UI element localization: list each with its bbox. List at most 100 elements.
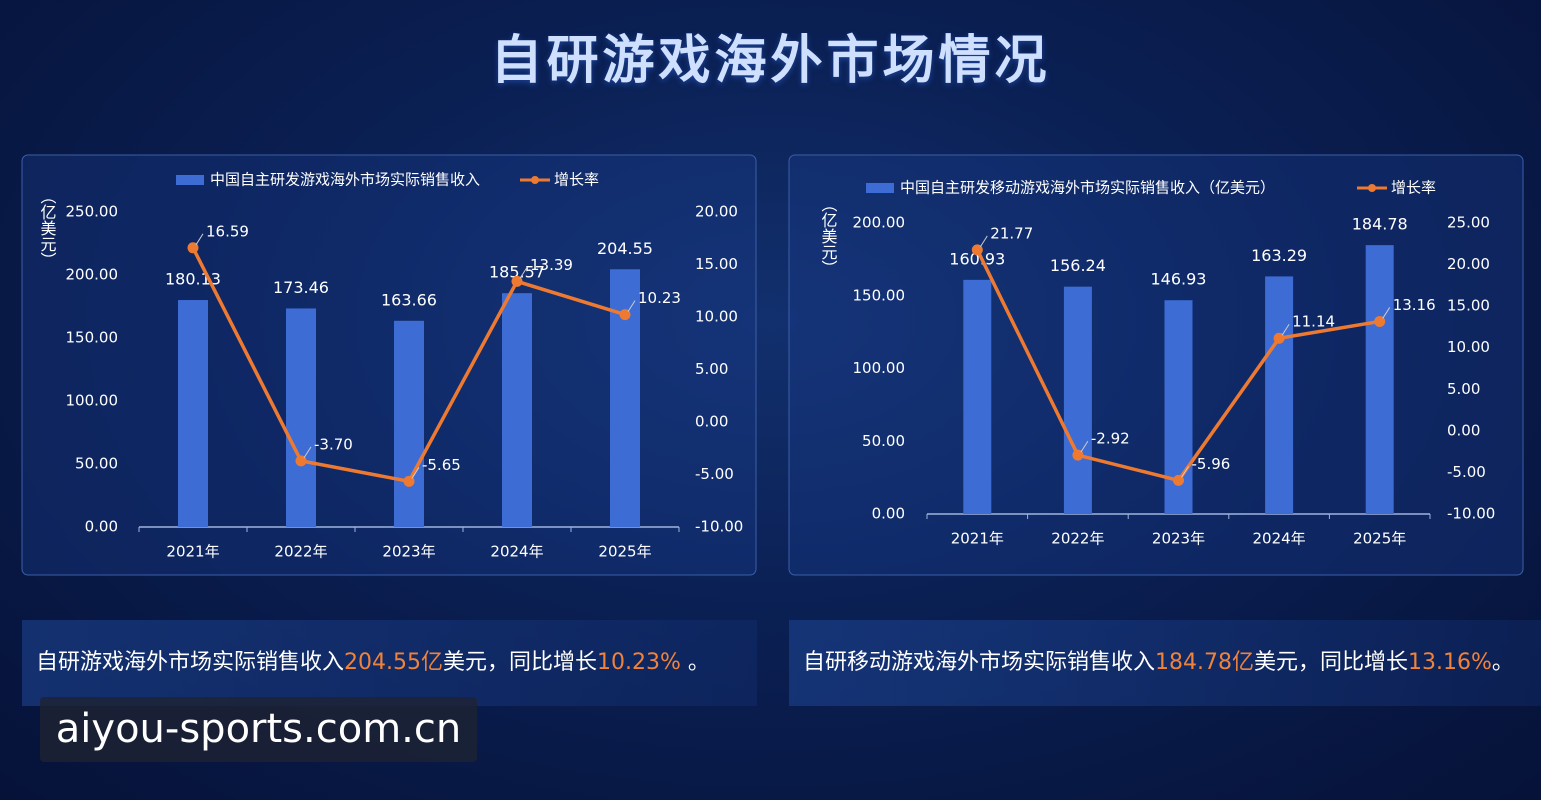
y2-tick-label: -10.00 — [1447, 505, 1495, 523]
caption-part: 184.78亿 — [1155, 650, 1254, 675]
caption-part: 。 — [680, 650, 710, 675]
y-tick-label: 0.00 — [85, 518, 118, 536]
line-value-label: -5.96 — [1192, 455, 1231, 473]
bar-value-label: 173.46 — [273, 278, 329, 297]
caption-part: 10.23% — [597, 650, 681, 675]
panel — [21, 154, 757, 576]
x-tick-label: 2021年 — [166, 543, 219, 561]
line-point — [403, 475, 415, 487]
bar — [1365, 245, 1394, 515]
bar — [502, 293, 532, 527]
line-value-label: 16.59 — [206, 222, 249, 240]
x-tick-label: 2025年 — [1353, 530, 1406, 548]
bar — [963, 279, 992, 514]
y-tick-label: 50.00 — [862, 432, 905, 450]
bar — [286, 308, 316, 527]
y2-tick-label: 10.00 — [695, 308, 738, 326]
bar — [394, 320, 424, 527]
line-point — [295, 455, 307, 467]
label-leader — [1382, 307, 1391, 319]
y-tick-label: 100.00 — [853, 359, 906, 377]
bar-value-label: 204.55 — [597, 239, 653, 258]
line-point — [1072, 449, 1084, 461]
legend-swatch — [1368, 184, 1376, 192]
page-title: 自研游戏海外市场情况 — [490, 31, 1051, 91]
legend-swatch — [531, 176, 539, 184]
y-tick-label: 100.00 — [66, 392, 119, 410]
x-tick-label: 2022年 — [1051, 530, 1104, 548]
y-axis-label: （亿美元） — [819, 196, 838, 276]
legend-swatch — [866, 183, 894, 193]
caption-part: 自研移动游戏海外市场实际销售收入 — [803, 650, 1156, 675]
y2-tick-label: -5.00 — [1447, 463, 1486, 481]
caption-part: 13.16% — [1408, 650, 1492, 675]
legend-label: 增长率 — [1391, 179, 1436, 197]
x-tick-label: 2024年 — [490, 543, 543, 561]
y2-tick-label: 10.00 — [1447, 338, 1490, 356]
y2-tick-label: 5.00 — [1447, 380, 1480, 398]
bar — [610, 269, 640, 527]
label-leader — [303, 446, 312, 459]
label-leader — [979, 235, 988, 248]
y-axis-label: （亿美元） — [38, 188, 57, 268]
caption-part: 美元，同比增长 — [443, 650, 598, 675]
caption-part: 。 — [1491, 650, 1514, 675]
caption: 自研移动游戏海外市场实际销售收入184.78亿美元，同比增长13.16%。 — [789, 620, 1541, 706]
y-tick-label: 50.00 — [75, 455, 118, 473]
legend-label: 中国自主研发游戏海外市场实际销售收入 — [210, 171, 480, 189]
watermark: aiyou-sports.com.cn — [40, 697, 477, 762]
line-value-label: -3.70 — [314, 435, 353, 453]
label-leader — [627, 300, 636, 312]
line-value-label: 10.23 — [638, 289, 681, 307]
y2-tick-label: 15.00 — [695, 255, 738, 273]
y-tick-label: 0.00 — [872, 505, 905, 523]
line-point — [1374, 315, 1386, 327]
y2-tick-label: -10.00 — [695, 518, 743, 536]
y-tick-label: 150.00 — [853, 286, 906, 304]
legend-swatch — [176, 175, 204, 185]
label-leader — [1080, 440, 1089, 453]
x-tick-label: 2023年 — [1152, 530, 1205, 548]
line-point — [619, 309, 631, 321]
x-tick-label: 2023年 — [382, 543, 435, 561]
caption-part: 204.55亿 — [344, 650, 443, 675]
x-tick-label: 2021年 — [951, 530, 1004, 548]
bar-value-label: 184.78 — [1352, 215, 1408, 234]
caption-part: 美元，同比增长 — [1254, 650, 1409, 675]
line-value-label: 13.16 — [1393, 296, 1436, 314]
y2-tick-label: 0.00 — [1447, 421, 1480, 439]
label-leader — [519, 267, 528, 279]
y2-tick-label: 5.00 — [695, 360, 728, 378]
y-tick-label: 250.00 — [66, 203, 119, 221]
bar-value-label: 156.24 — [1050, 256, 1106, 275]
x-tick-label: 2025年 — [598, 543, 651, 561]
bar-value-label: 163.66 — [381, 290, 437, 309]
caption-part: 自研游戏海外市场实际销售收入 — [36, 650, 345, 675]
line-value-label: -2.92 — [1091, 430, 1130, 448]
line-value-label: 11.14 — [1292, 313, 1335, 331]
y2-tick-label: 20.00 — [1447, 255, 1490, 273]
line-value-label: 21.77 — [990, 224, 1033, 242]
bar — [178, 300, 208, 527]
line-point — [1273, 332, 1285, 344]
bar-value-label: 160.93 — [949, 249, 1005, 268]
line-point — [1173, 474, 1184, 486]
y-tick-label: 200.00 — [66, 266, 119, 284]
bar-value-label: 185.57 — [489, 263, 545, 282]
line-point — [971, 244, 983, 256]
caption: 自研游戏海外市场实际销售收入204.55亿美元，同比增长10.23% 。 — [22, 620, 757, 706]
y2-tick-label: 15.00 — [1447, 297, 1490, 315]
legend-label: 中国自主研发移动游戏海外市场实际销售收入（亿美元） — [900, 179, 1275, 197]
legend-label: 增长率 — [554, 171, 599, 189]
y2-tick-label: -5.00 — [695, 465, 734, 483]
bar — [1265, 276, 1294, 514]
y2-tick-label: 25.00 — [1447, 214, 1490, 232]
bar — [1063, 286, 1092, 514]
x-tick-label: 2022年 — [274, 543, 327, 561]
label-leader — [411, 467, 420, 479]
line-value-label: 13.39 — [530, 256, 573, 274]
line-point — [187, 242, 199, 254]
line-value-label: -5.65 — [422, 456, 461, 474]
